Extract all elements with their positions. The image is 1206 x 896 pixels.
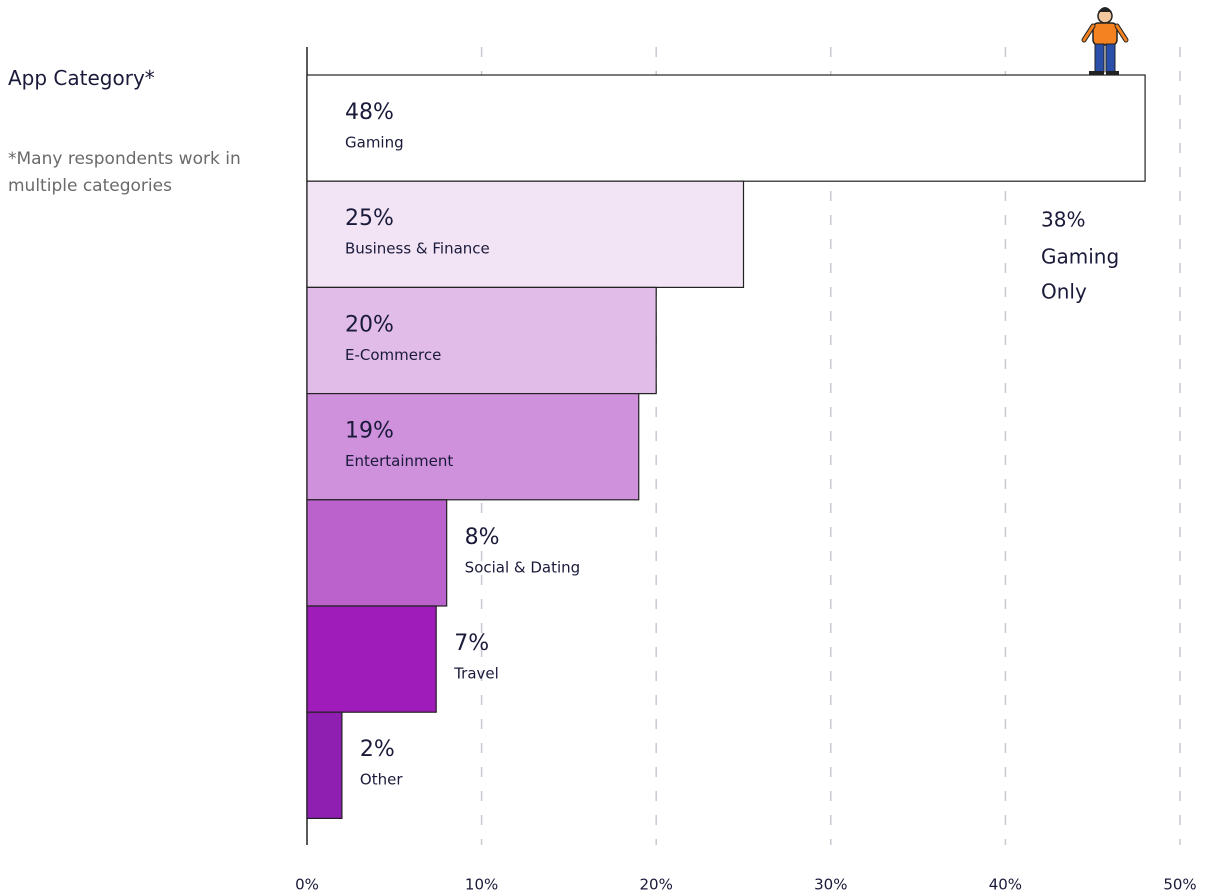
chart-title: App Category*: [8, 66, 155, 90]
category-label: Social & Dating: [465, 558, 581, 576]
value-label: 2%: [360, 737, 395, 762]
value-label: 19%: [345, 419, 394, 444]
value-label: 20%: [345, 312, 394, 337]
bar: [306, 74, 1146, 182]
category-label: Gaming: [345, 134, 404, 152]
x-tick-label: 20%: [640, 876, 673, 894]
bar: [306, 605, 437, 713]
bar: [306, 393, 640, 501]
bar: [306, 286, 657, 395]
annotation-text: Gaming: [1041, 245, 1119, 269]
annotation-text: Only: [1041, 280, 1087, 304]
x-tick-label: 10%: [465, 876, 498, 894]
category-label: Entertainment: [345, 452, 453, 470]
category-label: Other: [360, 771, 403, 789]
person-icon: [1081, 7, 1129, 75]
x-tick-label: 30%: [814, 876, 847, 894]
bar: [306, 180, 745, 288]
bar: [306, 711, 343, 820]
x-tick-label: 0%: [295, 876, 319, 894]
value-label: 48%: [345, 100, 394, 125]
chart-subtitle: *Many respondents work in multiple categ…: [8, 149, 241, 196]
category-label: E-Commerce: [345, 346, 441, 364]
category-label: Travel: [453, 665, 499, 683]
value-label: 25%: [345, 206, 394, 231]
x-tick-label: 40%: [989, 876, 1022, 894]
value-label: 8%: [465, 525, 500, 550]
bar: [306, 499, 448, 607]
x-tick-label: 50%: [1163, 876, 1196, 894]
category-label: Business & Finance: [345, 240, 490, 258]
value-label: 7%: [454, 631, 489, 656]
annotation-value: 38%: [1041, 208, 1085, 232]
